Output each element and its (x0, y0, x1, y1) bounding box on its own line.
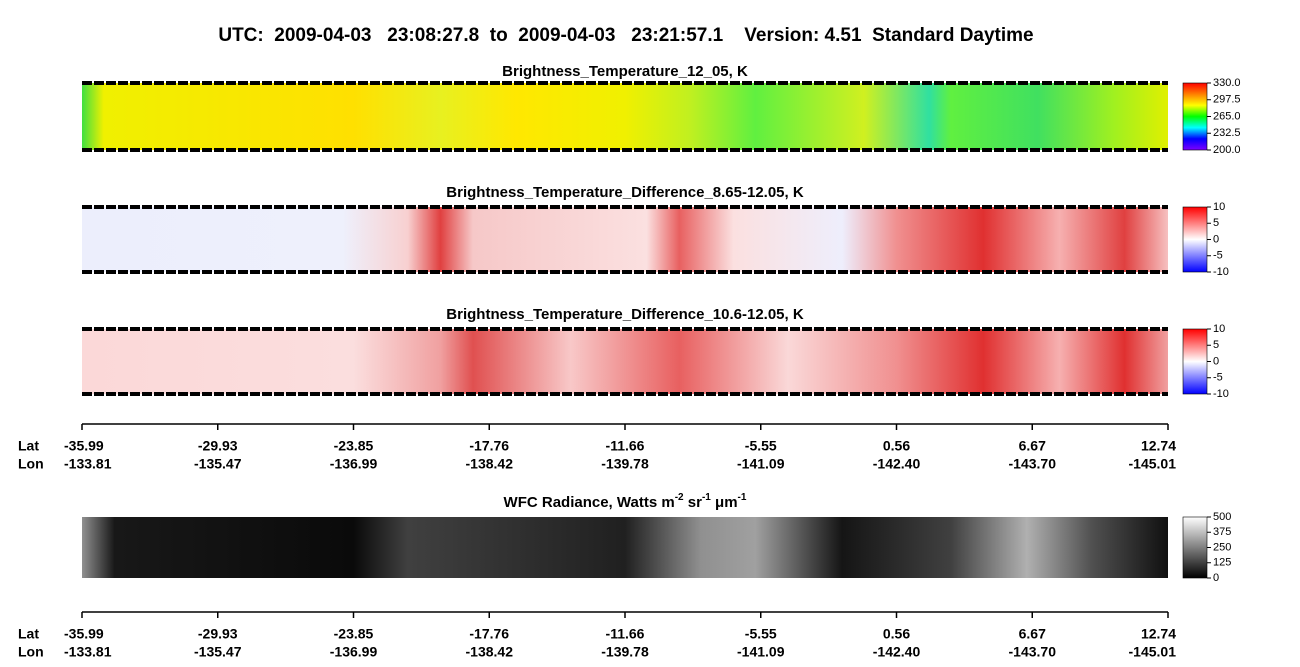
panel-title: Brightness_Temperature_Difference_10.6-1… (446, 306, 804, 323)
colorbar-tick-label: -10 (1213, 266, 1229, 278)
x-tick-lat: 12.74 (1141, 438, 1176, 454)
heatmap-image (82, 207, 1168, 272)
x-tick-lon: -145.01 (1129, 456, 1177, 472)
x-tick-lat: -11.66 (606, 438, 645, 454)
x-tick-lat: -35.99 (64, 438, 104, 454)
x-tick-lat: -23.85 (334, 626, 374, 642)
x-tick-lat: -29.93 (198, 626, 238, 642)
x-tick-lon: -135.47 (194, 456, 242, 472)
heatmap-image (82, 517, 1168, 578)
x-tick-lon: -141.09 (737, 644, 785, 660)
lon-label: Lon (18, 644, 44, 660)
title-part: μm (711, 494, 738, 511)
title-part: sr (684, 494, 703, 511)
colorbar-tick-label: 125 (1213, 557, 1231, 569)
x-tick-lon: -145.01 (1129, 644, 1177, 660)
colorbar-tick-label: 10 (1213, 323, 1225, 335)
x-tick-lon: -143.70 (1009, 644, 1057, 660)
colorbar-tick-label: 265.0 (1213, 110, 1241, 122)
page-title: UTC: 2009-04-03 23:08:27.8 to 2009-04-03… (218, 25, 1033, 46)
x-tick-lon: -136.99 (330, 456, 378, 472)
x-tick-lat: 0.56 (883, 438, 910, 454)
heatmap-image (82, 329, 1168, 394)
x-tick-lat: 6.67 (1019, 626, 1046, 642)
x-tick-lon: -135.47 (194, 644, 242, 660)
colorbar-tick-label: 500 (1213, 511, 1231, 523)
colorbar-tick-label: 375 (1213, 526, 1231, 538)
x-tick-lat: -23.85 (334, 438, 374, 454)
colorbar-tick-label: 0 (1213, 233, 1219, 245)
colorbar-tick-label: 200.0 (1213, 144, 1241, 156)
colorbar-tick-label: 5 (1213, 217, 1219, 229)
panel-title: Brightness_Temperature_12_05, K (502, 63, 748, 80)
lat-label: Lat (18, 626, 39, 642)
colorbar-tick-label: 0 (1213, 572, 1219, 584)
colorbar (1182, 328, 1208, 395)
x-tick-lon: -139.78 (601, 644, 649, 660)
x-tick-lon: -133.81 (64, 456, 112, 472)
x-tick-lon: -138.42 (466, 644, 514, 660)
colorbar (1182, 82, 1208, 151)
x-tick-lat: -5.55 (745, 626, 777, 642)
x-tick-lat: -5.55 (745, 438, 777, 454)
x-tick-lon: -143.70 (1009, 456, 1057, 472)
lat-label: Lat (18, 438, 39, 454)
colorbar-tick-label: 0 (1213, 355, 1219, 367)
colorbar-tick-label: 232.5 (1213, 127, 1241, 139)
colorbar-tick-label: 330.0 (1213, 77, 1241, 89)
x-tick-lat: -11.66 (606, 626, 645, 642)
lon-label: Lon (18, 456, 44, 472)
colorbar-tick-label: -10 (1213, 388, 1229, 400)
colorbar-tick-label: 250 (1213, 541, 1231, 553)
x-tick-lat: 6.67 (1019, 438, 1046, 454)
panel-title: WFC Radiance, Watts m-2 sr-1 μm-1 (504, 492, 747, 511)
x-tick-lat: 12.74 (1141, 626, 1176, 642)
heatmap-image (82, 83, 1168, 150)
x-tick-lat: -29.93 (198, 438, 238, 454)
x-tick-lon: -141.09 (737, 456, 785, 472)
x-tick-lat: -17.76 (469, 438, 509, 454)
x-tick-lon: -136.99 (330, 644, 378, 660)
x-tick-lon: -133.81 (64, 644, 112, 660)
x-tick-lon: -139.78 (601, 456, 649, 472)
colorbar (1182, 516, 1208, 579)
panel-title: Brightness_Temperature_Difference_8.65-1… (446, 184, 804, 201)
colorbar-tick-label: 10 (1213, 201, 1225, 213)
colorbar-tick-label: 5 (1213, 339, 1219, 351)
colorbar (1182, 206, 1208, 273)
colorbar-tick-label: -5 (1213, 250, 1223, 262)
x-tick-lat: 0.56 (883, 626, 910, 642)
title-superscript: -1 (738, 492, 747, 503)
title-superscript: -1 (702, 492, 711, 503)
title-part: WFC Radiance, Watts m (504, 494, 675, 511)
title-superscript: -2 (675, 492, 684, 503)
colorbar-tick-label: -5 (1213, 372, 1223, 384)
x-tick-lon: -142.40 (873, 456, 921, 472)
x-tick-lon: -142.40 (873, 644, 921, 660)
x-tick-lon: -138.42 (466, 456, 514, 472)
colorbar-tick-label: 297.5 (1213, 94, 1241, 106)
x-tick-lat: -17.76 (469, 626, 509, 642)
x-tick-lat: -35.99 (64, 626, 104, 642)
